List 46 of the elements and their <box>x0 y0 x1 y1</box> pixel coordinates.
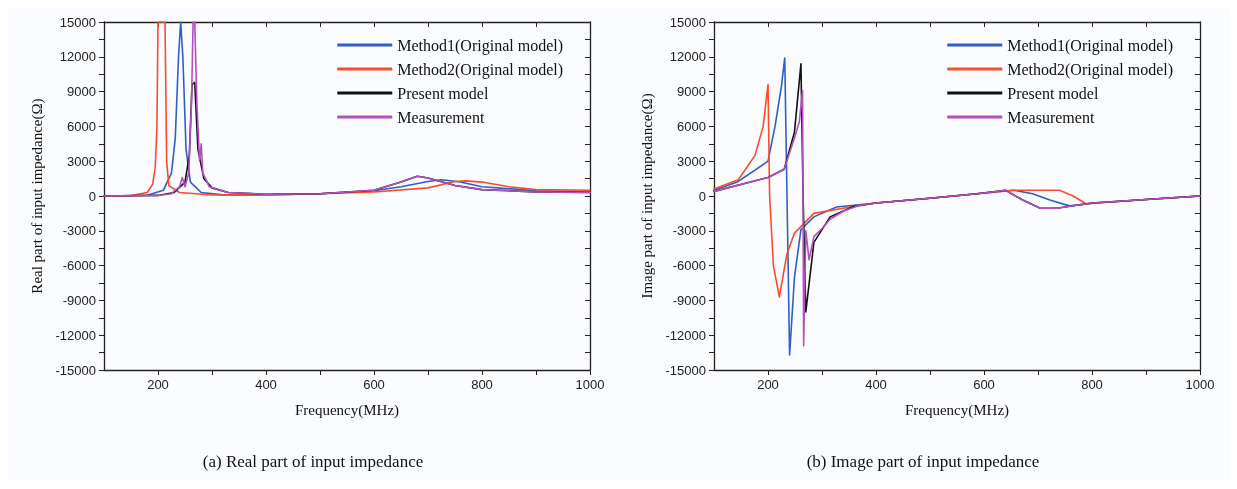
y-axis-title: Real part of input impedance(Ω) <box>28 98 46 294</box>
x-tick-label: 200 <box>757 377 779 392</box>
x-tick-label: 400 <box>255 377 277 392</box>
y-tick-label: 0 <box>88 188 96 204</box>
y-tick-label: -3000 <box>672 223 706 239</box>
legend-label: Measurement <box>397 108 485 126</box>
x-tick-label: 200 <box>147 377 169 392</box>
text: (a) Real part of input impedance <box>202 452 424 471</box>
y-tick-label: -6000 <box>672 258 706 274</box>
legend-label: Method2(Original model) <box>397 60 564 79</box>
y-tick-label: 12000 <box>669 49 706 65</box>
x-tick-label: 600 <box>363 377 385 392</box>
y-tick-label: -6000 <box>62 258 96 274</box>
legend-label: Method1(Original model) <box>397 36 564 55</box>
x-tick-label: 800 <box>1081 377 1103 392</box>
y-tick-label: -12000 <box>55 327 96 343</box>
y-tick-label: -12000 <box>665 327 706 343</box>
y-tick-label: -9000 <box>672 292 706 308</box>
y-tick-label: 15000 <box>59 14 96 30</box>
y-tick-label: 3000 <box>67 153 96 169</box>
x-tick-label: 800 <box>471 377 493 392</box>
y-tick-label: 9000 <box>67 84 96 100</box>
x-tick-label: 600 <box>973 377 995 392</box>
text: (b) Image part of input impedance <box>806 452 1040 471</box>
y-axis-title: Image part of input impedance(Ω) <box>638 93 656 299</box>
x-axis-title: Frequency(MHz) <box>294 401 400 419</box>
x-axis-title: Frequency(MHz) <box>904 401 1010 419</box>
y-tick-label: 15000 <box>669 14 706 30</box>
y-tick-label: -9000 <box>62 292 96 308</box>
x-tick-label: 400 <box>865 377 887 392</box>
y-tick-label: 6000 <box>677 118 706 134</box>
x-tick-label: 1000 <box>1185 377 1215 392</box>
y-tick-label: 0 <box>698 188 706 204</box>
y-tick-label: 6000 <box>67 118 96 134</box>
y-tick-label: 12000 <box>59 49 96 65</box>
legend-label: Measurement <box>1007 108 1095 126</box>
y-tick-label: 9000 <box>677 84 706 100</box>
legend-label: Method2(Original model) <box>1007 60 1174 79</box>
y-tick-label: -15000 <box>665 362 706 378</box>
y-tick-label: 3000 <box>677 153 706 169</box>
legend-label: Present model <box>397 84 489 102</box>
y-tick-label: -3000 <box>62 223 96 239</box>
x-tick-label: 1000 <box>575 377 605 392</box>
legend-label: Present model <box>1007 84 1099 102</box>
legend-label: Method1(Original model) <box>1007 36 1174 55</box>
y-tick-label: -15000 <box>55 362 96 378</box>
